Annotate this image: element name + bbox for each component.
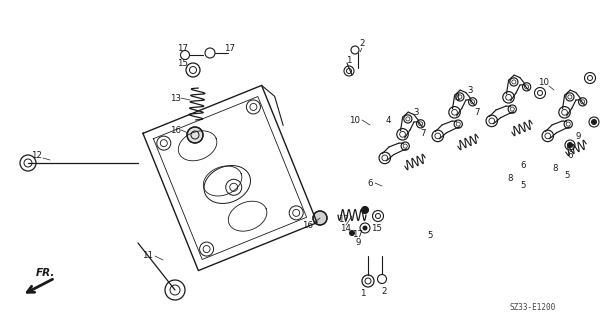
Text: SZ33-E1200: SZ33-E1200	[510, 303, 556, 313]
Text: 9: 9	[355, 237, 361, 246]
Circle shape	[350, 230, 355, 236]
Circle shape	[187, 127, 203, 143]
Text: 17: 17	[225, 44, 235, 52]
Text: 4: 4	[455, 93, 460, 102]
Circle shape	[568, 142, 573, 148]
Text: 15: 15	[178, 59, 188, 68]
Text: 3: 3	[413, 108, 419, 116]
Text: 1: 1	[360, 289, 366, 298]
Text: 10: 10	[350, 116, 361, 124]
Circle shape	[361, 206, 368, 213]
Text: 17: 17	[338, 214, 350, 223]
Text: 5: 5	[564, 171, 569, 180]
Text: 10: 10	[539, 77, 550, 86]
Text: 6: 6	[367, 179, 373, 188]
Text: 7: 7	[420, 129, 426, 138]
Text: 17: 17	[178, 44, 188, 52]
Text: 9: 9	[576, 132, 581, 140]
Text: 16: 16	[170, 125, 181, 134]
Text: 4: 4	[385, 116, 391, 124]
Text: 5: 5	[520, 180, 526, 189]
Text: 16: 16	[302, 220, 314, 229]
Text: 8: 8	[507, 173, 513, 182]
Text: 13: 13	[170, 93, 181, 102]
Text: 8: 8	[552, 164, 557, 172]
Text: 12: 12	[31, 150, 43, 159]
Text: 15: 15	[371, 223, 382, 233]
Text: 2: 2	[381, 286, 386, 295]
Text: 14: 14	[341, 223, 352, 233]
Text: 3: 3	[467, 85, 473, 94]
Text: 6: 6	[520, 161, 526, 170]
Text: 2: 2	[359, 38, 365, 47]
Text: 1: 1	[346, 55, 352, 65]
Circle shape	[592, 119, 597, 124]
Text: FR.: FR.	[36, 268, 55, 278]
Text: 17: 17	[353, 229, 364, 238]
Text: 5: 5	[427, 230, 433, 239]
Circle shape	[363, 226, 367, 230]
Text: 7: 7	[474, 108, 480, 116]
Circle shape	[313, 211, 327, 225]
Text: 11: 11	[143, 251, 154, 260]
Text: 6: 6	[567, 150, 573, 159]
